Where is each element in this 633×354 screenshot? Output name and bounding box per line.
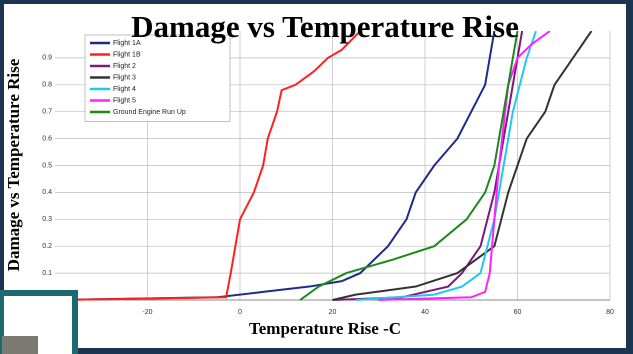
series-line bbox=[299, 31, 519, 301]
y-tick-label: 0.8 bbox=[42, 82, 52, 89]
x-tick-label: 80 bbox=[606, 309, 614, 316]
y-tick-label: 0.9 bbox=[42, 55, 52, 62]
chart-title: Damage vs Temperature Rise bbox=[131, 9, 519, 44]
plot-area: 0.1 0.2 0.3 0.4 0.5 0.6 0.7 0.8 0.9 -20 0 20 40 60 80 F… bbox=[42, 31, 614, 316]
y-tick-label: 0.7 bbox=[42, 109, 52, 116]
y-tick-label: 0.6 bbox=[42, 135, 52, 142]
legend-label: Flight 1B bbox=[113, 51, 141, 58]
legend-label: Flight 3 bbox=[113, 74, 136, 81]
x-tick-label: 0 bbox=[238, 309, 242, 316]
photo-thumbnail bbox=[2, 336, 38, 354]
x-tick-label: -20 bbox=[142, 309, 152, 316]
series-line bbox=[332, 31, 593, 301]
legend-label: Ground Engine Run Up bbox=[113, 109, 186, 116]
y-tick-label: 0.3 bbox=[42, 216, 52, 223]
legend-label: Flight 4 bbox=[113, 86, 136, 93]
y-tick-label: 0.1 bbox=[42, 270, 52, 277]
x-tick-label: 20 bbox=[329, 309, 337, 316]
y-tick-label: 0.2 bbox=[42, 243, 52, 250]
legend-label: Flight 1A bbox=[113, 40, 141, 47]
series-line bbox=[332, 31, 524, 301]
series-line bbox=[55, 31, 496, 301]
x-tick-label: 60 bbox=[514, 309, 522, 316]
x-axis-label: Temperature Rise -C bbox=[249, 319, 401, 338]
x-tick-label: 40 bbox=[421, 309, 429, 316]
legend-label: Flight 2 bbox=[113, 63, 136, 70]
y-tick-label: 0.4 bbox=[42, 189, 52, 196]
y-tick-label: 0.5 bbox=[42, 162, 52, 169]
series-line bbox=[55, 31, 361, 301]
series-line bbox=[378, 31, 551, 301]
legend-label: Flight 5 bbox=[113, 97, 136, 104]
y-axis-label: Damage vs Temperature Rise bbox=[4, 58, 23, 271]
